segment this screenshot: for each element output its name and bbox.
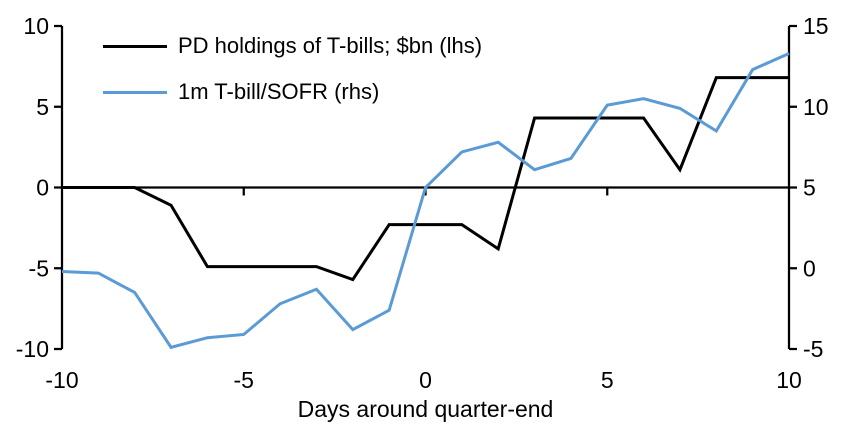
tbill-sofr-line-swatch <box>103 90 167 94</box>
left-axis-tick-label: 10 <box>23 13 49 39</box>
legend-item-tbill-sofr: 1m T-bill/SOFR (rhs) <box>103 79 482 105</box>
right-axis-tick-label: 15 <box>803 13 829 39</box>
x-axis-title: Days around quarter-end <box>297 396 554 422</box>
right-axis-tick-label: 0 <box>803 255 816 281</box>
tbill-sofr-legend-label: 1m T-bill/SOFR (rhs) <box>178 79 380 104</box>
x-axis-tick-label: 0 <box>419 367 432 393</box>
x-axis-tick-label: -5 <box>234 367 254 393</box>
legend: PD holdings of T-bills; $bn (lhs) 1m T-b… <box>103 33 482 105</box>
legend-item-pd-holdings: PD holdings of T-bills; $bn (lhs) <box>103 33 482 59</box>
right-axis-tick-label: -5 <box>803 336 823 362</box>
x-axis-tick-label: 5 <box>601 367 614 393</box>
pd-holdings-line <box>62 76 789 282</box>
right-axis-tick-label: 5 <box>803 175 816 201</box>
pd-holdings-line-swatch <box>103 44 167 48</box>
tbill-sofr-line <box>61 52 790 350</box>
left-axis-tick-label: 0 <box>36 175 49 201</box>
left-axis-tick-label: -10 <box>16 336 49 362</box>
left-axis-tick-label: -5 <box>29 255 49 281</box>
x-axis-tick-label: 10 <box>776 367 802 393</box>
x-axis-tick-label: -10 <box>45 367 78 393</box>
pd-holdings-legend-label: PD holdings of T-bills; $bn (lhs) <box>178 33 483 58</box>
left-axis-tick-label: 5 <box>36 94 49 120</box>
right-axis-tick-label: 10 <box>803 94 829 120</box>
